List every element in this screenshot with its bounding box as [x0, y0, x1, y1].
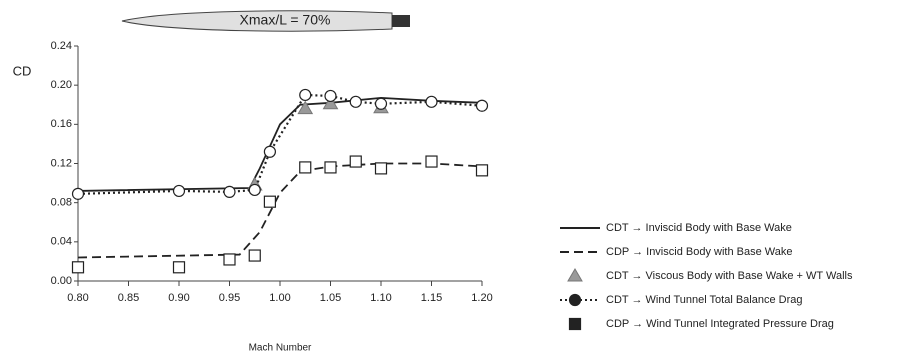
square-marker	[223, 253, 236, 266]
legend-label: CDT → Wind Tunnel Total Balance Drag	[606, 294, 802, 306]
triangle-marker	[567, 268, 583, 282]
x-tick-label: 1.00	[269, 292, 290, 304]
square-marker	[172, 261, 186, 274]
circle-marker	[299, 88, 312, 102]
y-tick-label: 0.04	[51, 236, 72, 248]
circle-marker	[475, 99, 489, 112]
legend-label: CDT → Inviscid Body with Base Wake	[606, 222, 792, 234]
square-marker	[568, 317, 582, 331]
y-tick-label: 0.00	[51, 275, 72, 287]
circle-marker	[248, 183, 261, 197]
circle-marker	[568, 293, 582, 307]
circle-marker	[374, 97, 388, 110]
legend-label: CDP → Wind Tunnel Integrated Pressure Dr…	[606, 318, 834, 330]
y-tick-label: 0.24	[51, 40, 72, 52]
body-label: Xmax/L = 70%	[240, 12, 331, 28]
x-tick-label: 1.05	[320, 292, 341, 304]
triangle-marker	[297, 100, 314, 115]
x-tick-label: 1.15	[421, 292, 442, 304]
circle-marker	[263, 145, 276, 158]
square-marker	[263, 195, 276, 208]
square-marker	[324, 161, 337, 174]
x-tick-label: 0.90	[168, 292, 189, 304]
square-marker	[425, 155, 438, 168]
x-tick-label: 0.95	[219, 292, 240, 304]
square-marker	[475, 164, 489, 177]
square-marker	[71, 261, 85, 274]
legend-label: CDT → Viscous Body with Base Wake + WT W…	[606, 270, 853, 282]
series-line	[77, 162, 483, 259]
series-line	[77, 96, 483, 192]
circle-marker	[71, 187, 85, 200]
square-marker	[349, 155, 362, 168]
y-tick-label: 0.12	[51, 157, 72, 169]
legend-label: CDP → Inviscid Body with Base Wake	[606, 246, 792, 258]
x-tick-label: 0.85	[118, 292, 139, 304]
circle-marker	[425, 95, 438, 108]
circle-marker	[172, 184, 186, 198]
x-tick-label: 1.20	[471, 292, 492, 304]
circle-marker	[223, 185, 236, 198]
y-tick-label: 0.16	[51, 118, 72, 130]
square-marker	[248, 249, 261, 262]
square-marker	[374, 162, 388, 175]
square-marker	[299, 161, 312, 174]
y-tick-label: 0.20	[51, 79, 72, 91]
x-tick-label: 1.10	[370, 292, 391, 304]
series-line	[77, 93, 483, 195]
y-tick-label: 0.08	[51, 197, 72, 209]
circle-marker	[324, 89, 337, 103]
triangle-marker	[322, 95, 339, 110]
circle-marker	[349, 95, 362, 108]
y-axis-label: CD	[13, 63, 32, 78]
x-axis-label: Mach Number	[249, 343, 312, 353]
body-tail	[392, 15, 410, 27]
x-tick-label: 0.80	[67, 292, 88, 304]
